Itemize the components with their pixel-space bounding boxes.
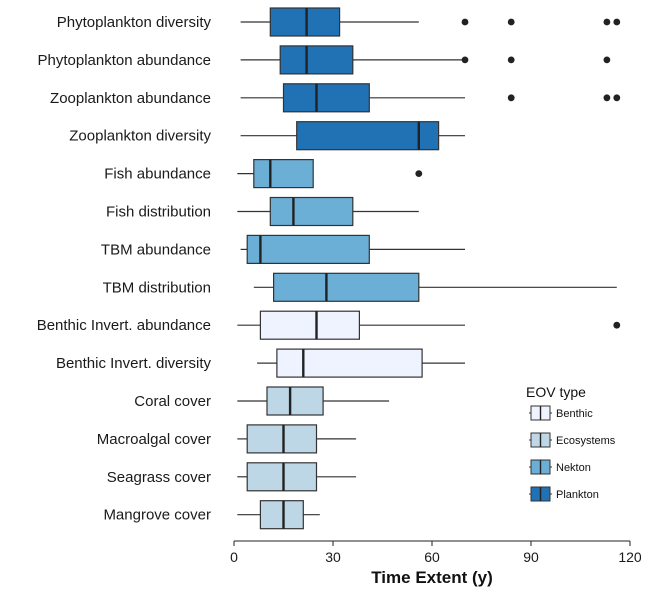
category-label: Phytoplankton diversity bbox=[57, 14, 212, 31]
iqr-box bbox=[279, 45, 354, 75]
category-label: Benthic Invert. diversity bbox=[56, 355, 212, 372]
legend-label: Ecosystems bbox=[556, 435, 616, 447]
category-label: Zooplankton diversity bbox=[69, 128, 211, 145]
legend-label: Plankton bbox=[556, 489, 599, 501]
x-axis: 0 30 60 90 120 bbox=[230, 540, 642, 565]
iqr-box bbox=[253, 159, 314, 189]
box-row: TBM abundance bbox=[101, 234, 465, 264]
outlier-point bbox=[507, 56, 515, 64]
box-row: Fish abundance bbox=[104, 159, 423, 189]
box-row: Fish distribution bbox=[106, 196, 419, 227]
iqr-box bbox=[259, 310, 360, 340]
box-row: TBM distribution bbox=[103, 272, 617, 302]
iqr-box bbox=[296, 121, 440, 151]
legend-entry: Benthic bbox=[529, 405, 593, 421]
box-row: Mangrove cover bbox=[103, 500, 320, 530]
box-row: Benthic Invert. diversity bbox=[56, 348, 465, 378]
legend-entry: Nekton bbox=[529, 459, 591, 475]
iqr-box bbox=[269, 196, 354, 227]
legend-entry: Plankton bbox=[529, 486, 599, 502]
box-row: Coral cover bbox=[134, 386, 390, 416]
legend-label: Benthic bbox=[556, 408, 593, 420]
box-row: Macroalgal cover bbox=[97, 424, 357, 454]
category-label: Fish abundance bbox=[104, 166, 211, 183]
category-label: Macroalgal cover bbox=[97, 431, 211, 448]
legend: EOV type Benthic Ecosystems Nekton Plankton bbox=[526, 384, 616, 502]
iqr-box bbox=[282, 83, 370, 113]
box-row: Phytoplankton diversity bbox=[57, 7, 621, 37]
outlier-point bbox=[603, 56, 611, 64]
box-row: Phytoplankton abundance bbox=[38, 45, 611, 75]
iqr-box bbox=[246, 462, 318, 492]
x-tick-label: 60 bbox=[424, 549, 440, 565]
outlier-point bbox=[507, 18, 515, 26]
category-label: Coral cover bbox=[134, 393, 211, 410]
outlier-point bbox=[415, 170, 423, 178]
iqr-box bbox=[259, 500, 304, 530]
x-axis-title: Time Extent (y) bbox=[371, 568, 493, 587]
category-label: TBM abundance bbox=[101, 241, 211, 258]
outlier-point bbox=[603, 94, 611, 102]
category-label: Zooplankton abundance bbox=[50, 90, 211, 107]
iqr-box bbox=[269, 7, 341, 37]
category-label: Mangrove cover bbox=[103, 507, 211, 524]
box-row: Seagrass cover bbox=[107, 462, 357, 492]
x-tick-label: 90 bbox=[523, 549, 539, 565]
category-label: Benthic Invert. abundance bbox=[37, 317, 211, 334]
x-tick-label: 120 bbox=[618, 549, 642, 565]
category-label: Fish distribution bbox=[106, 204, 211, 221]
iqr-box bbox=[246, 424, 318, 454]
outlier-point bbox=[613, 321, 621, 329]
x-tick-label: 30 bbox=[325, 549, 341, 565]
iqr-box bbox=[246, 234, 370, 264]
outlier-point bbox=[461, 56, 469, 64]
iqr-box bbox=[273, 272, 420, 302]
outlier-point bbox=[613, 94, 621, 102]
box-row: Zooplankton abundance bbox=[50, 83, 621, 113]
outlier-point bbox=[461, 18, 469, 26]
category-label: Seagrass cover bbox=[107, 469, 211, 486]
iqr-box bbox=[276, 348, 423, 378]
category-label: Phytoplankton abundance bbox=[38, 52, 211, 69]
outlier-point bbox=[613, 18, 621, 26]
outlier-point bbox=[603, 18, 611, 26]
x-tick-label: 0 bbox=[230, 549, 238, 565]
legend-label: Nekton bbox=[556, 462, 591, 474]
box-row: Benthic Invert. abundance bbox=[37, 310, 621, 340]
outlier-point bbox=[507, 94, 515, 102]
box-row: Zooplankton diversity bbox=[69, 121, 465, 151]
legend-entry: Ecosystems bbox=[529, 432, 616, 448]
legend-title: EOV type bbox=[526, 384, 586, 400]
iqr-box bbox=[266, 386, 324, 416]
boxplot-rows: Phytoplankton diversity Phytoplankton abu… bbox=[37, 7, 621, 530]
category-label: TBM distribution bbox=[103, 279, 211, 296]
